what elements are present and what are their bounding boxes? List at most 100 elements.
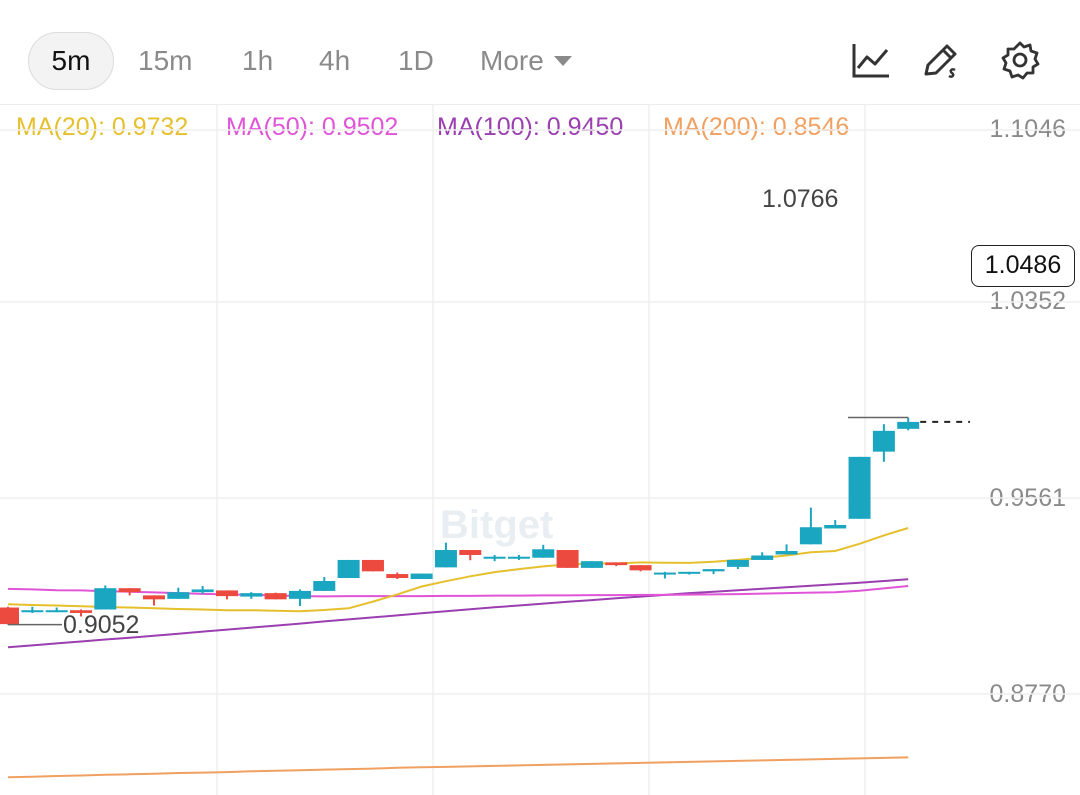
- candle: [483, 554, 506, 562]
- candle: [386, 572, 409, 580]
- candle: [775, 544, 798, 555]
- candle-body: [21, 610, 44, 613]
- candle-body: [507, 556, 530, 559]
- candle: [726, 559, 749, 570]
- candle: [678, 571, 701, 575]
- candle: [69, 609, 92, 617]
- ma50-line: [7, 585, 909, 598]
- candle: [313, 577, 336, 591]
- ma100-line: [7, 578, 909, 649]
- candle: [191, 585, 214, 594]
- candle: [897, 417, 920, 431]
- caret-down-icon: [553, 55, 572, 66]
- candle-body: [872, 430, 895, 452]
- candle: [264, 592, 287, 600]
- candle: [653, 571, 676, 579]
- candle: [556, 550, 579, 568]
- candle: [824, 520, 847, 529]
- y-tick-label: 1.0352: [989, 287, 1066, 315]
- ma20-legend: MA(20): 0.9732: [16, 113, 189, 141]
- more-dropdown[interactable]: More: [480, 32, 572, 90]
- candle-body: [848, 456, 871, 519]
- last-price-tag: 1.0486: [971, 245, 1075, 287]
- ma200-legend: MA(200): 0.8546: [663, 113, 850, 141]
- y-tick-label: 1.1046: [989, 115, 1066, 143]
- candle: [532, 544, 555, 558]
- ma100-value: 0.9450: [546, 113, 624, 141]
- settings-gear-icon[interactable]: [1000, 40, 1040, 80]
- candle: [167, 587, 190, 599]
- candle-body: [799, 527, 822, 545]
- ma50-name: MA(50): [226, 113, 308, 141]
- candle: [0, 606, 19, 625]
- candle-body: [167, 592, 190, 599]
- ma200-name: MA(200): [663, 113, 759, 141]
- candle: [507, 554, 530, 560]
- candle: [21, 606, 44, 613]
- candle: [215, 590, 238, 600]
- timeframe-15m-button[interactable]: 15m: [138, 45, 193, 76]
- candle-body: [264, 593, 287, 600]
- ma20-value: 0.9732: [111, 113, 189, 141]
- candle: [751, 552, 774, 560]
- candle-body: [459, 550, 482, 555]
- high-price-label: 1.0766: [762, 185, 839, 213]
- candle-body: [191, 589, 214, 593]
- candle: [288, 589, 311, 607]
- candle-body: [142, 595, 165, 600]
- candle-body: [653, 572, 676, 575]
- ma200-line: [7, 756, 909, 779]
- candle-body: [629, 565, 652, 571]
- candle-body: [118, 588, 141, 593]
- candle: [45, 607, 68, 613]
- timeframe-1d-button[interactable]: 1D: [398, 45, 434, 76]
- timeframe-4h-button[interactable]: 4h: [319, 45, 351, 76]
- line-chart-icon[interactable]: [851, 40, 891, 80]
- timeframe-toolbar: 5m 15m 1h 4h 1D More: [0, 0, 1080, 105]
- draw-pencil-icon[interactable]: [920, 40, 960, 80]
- candle: [240, 592, 263, 599]
- candlestick-plot: Bitget: [0, 104, 1080, 795]
- candle-body: [751, 555, 774, 560]
- grid-lines: [0, 104, 1080, 795]
- ma20-name: MA(20): [16, 113, 98, 141]
- candle-body: [313, 581, 336, 591]
- candle: [580, 561, 603, 568]
- candle: [629, 565, 652, 572]
- candle: [434, 542, 457, 568]
- candle: [799, 507, 822, 545]
- candle: [337, 559, 360, 579]
- ma50-legend: MA(50): 0.9502: [226, 113, 399, 141]
- candle: [605, 562, 628, 567]
- candle: [848, 456, 871, 519]
- candle-body: [69, 610, 92, 613]
- timeframe-5m-button[interactable]: 5m: [28, 32, 114, 90]
- candle-body: [824, 524, 847, 529]
- candle-body: [726, 559, 749, 567]
- candle-body: [434, 550, 457, 568]
- ma100-legend: MA(100): 0.9450: [437, 113, 624, 141]
- candle-body: [45, 610, 68, 613]
- candle-body: [556, 550, 579, 568]
- candle: [459, 550, 482, 561]
- candle: [410, 573, 433, 580]
- candle-body: [94, 588, 117, 610]
- candle: [361, 559, 384, 572]
- candle-body: [215, 590, 238, 597]
- candle-body: [483, 556, 506, 559]
- candle-body: [580, 561, 603, 568]
- candle-body: [0, 607, 19, 625]
- candle-body: [337, 559, 360, 579]
- ma50-value: 0.9502: [321, 113, 399, 141]
- candle-body: [678, 571, 701, 574]
- ma100-name: MA(100): [437, 113, 533, 141]
- candle: [702, 569, 725, 575]
- candle-body: [702, 569, 725, 572]
- candle: [872, 424, 895, 462]
- candle-body: [361, 559, 384, 572]
- ma200-value: 0.8546: [772, 113, 850, 141]
- low-price-label: 0.9052: [63, 611, 140, 639]
- candle-body: [605, 562, 628, 566]
- candle-body: [288, 590, 311, 599]
- timeframe-1h-button[interactable]: 1h: [242, 45, 274, 76]
